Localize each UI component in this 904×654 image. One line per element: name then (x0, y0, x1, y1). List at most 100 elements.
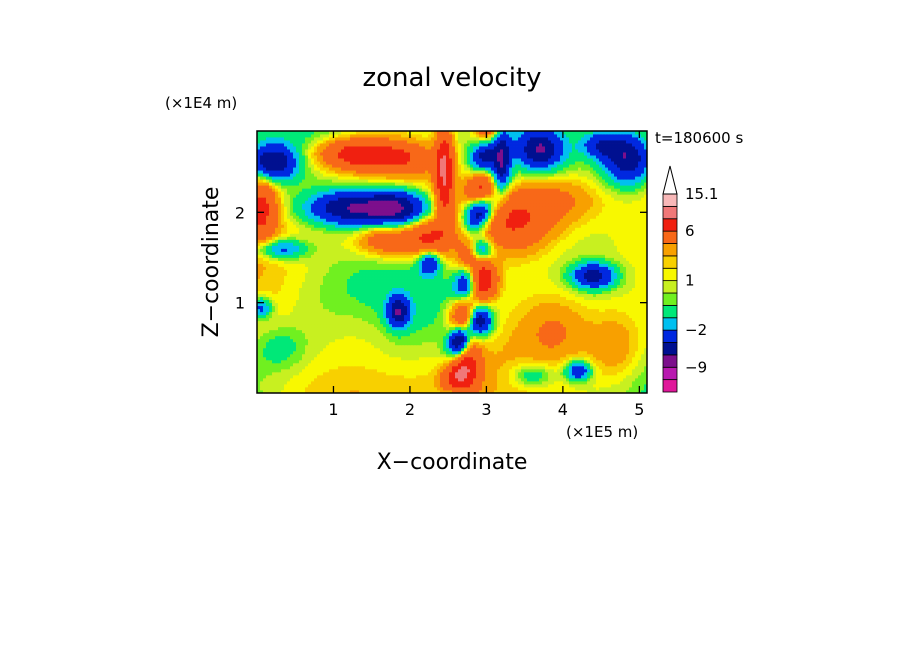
heat-cell (419, 284, 423, 288)
heat-cell (320, 317, 324, 322)
heat-cell (416, 329, 420, 334)
heat-cell (575, 362, 579, 367)
heat-cell (377, 347, 381, 352)
heat-cell (332, 314, 336, 319)
heat-cell (518, 323, 522, 328)
heat-cell (608, 281, 612, 285)
heat-cell (437, 365, 441, 370)
heat-cell (638, 374, 642, 379)
heat-cell (500, 299, 504, 304)
heat-cell (632, 332, 636, 337)
heat-cell (563, 296, 567, 301)
heat-cell (359, 353, 363, 358)
heat-cell (581, 290, 585, 295)
heat-cell (464, 350, 468, 355)
heat-cell (590, 386, 594, 391)
heat-cell (494, 293, 498, 298)
heat-cell (629, 308, 633, 313)
heat-cell (506, 377, 510, 382)
heat-cell (446, 338, 450, 343)
heat-cell (485, 287, 489, 292)
heat-cell (563, 371, 567, 376)
heat-cell (515, 284, 519, 288)
heat-cell (257, 299, 261, 304)
heat-cell (482, 287, 486, 292)
heat-cell (281, 311, 285, 316)
heat-cell (446, 344, 450, 349)
heat-cell (404, 359, 408, 364)
heat-cell (482, 296, 486, 301)
heat-cell (527, 338, 531, 343)
heat-cell (299, 347, 303, 352)
heat-cell (263, 293, 267, 298)
heat-cell (635, 332, 639, 337)
heat-cell (479, 305, 483, 310)
heat-cell (518, 335, 522, 340)
heat-cell (572, 344, 576, 349)
heat-cell (302, 323, 306, 328)
heat-cell (545, 371, 549, 376)
heat-cell (326, 311, 330, 316)
heat-cell (296, 347, 300, 352)
heat-cell (260, 311, 264, 316)
heat-cell (512, 371, 516, 376)
heat-cell (452, 326, 456, 331)
heat-cell (302, 329, 306, 334)
heat-cell (539, 380, 543, 385)
heat-cell (500, 389, 504, 394)
heat-cell (350, 299, 354, 304)
heat-cell (575, 302, 579, 307)
heat-cell (419, 389, 423, 394)
heat-cell (425, 341, 429, 346)
heat-cell (524, 326, 528, 331)
heat-cell (398, 296, 402, 301)
heat-cell (308, 368, 312, 373)
heat-cell (392, 332, 396, 337)
heat-cell (515, 290, 519, 295)
heat-cell (293, 356, 297, 361)
heat-cell (281, 284, 285, 288)
heat-cell (428, 374, 432, 379)
heat-cell (260, 332, 264, 337)
heat-cell (566, 347, 570, 352)
heat-cell (551, 347, 555, 352)
heat-cell (305, 317, 309, 322)
heat-cell (290, 275, 294, 279)
heat-cell (521, 368, 525, 373)
heat-cell (263, 281, 267, 285)
heat-cell (407, 389, 411, 394)
heat-cell (635, 278, 639, 282)
heat-cell (503, 314, 507, 319)
heat-cell (389, 347, 393, 352)
heat-cell (413, 299, 417, 304)
heat-cell (413, 383, 417, 388)
heat-cell (599, 281, 603, 285)
heat-cell (269, 329, 273, 334)
heat-cell (380, 389, 384, 394)
heat-cell (455, 350, 459, 355)
heat-cell (386, 341, 390, 346)
heat-cell (467, 302, 471, 307)
heat-cell (347, 353, 351, 358)
heat-cell (401, 383, 405, 388)
heat-cell (464, 314, 468, 319)
heat-cell (401, 350, 405, 355)
heat-cell (614, 299, 618, 304)
heat-cell (326, 278, 330, 282)
heat-cell (446, 323, 450, 328)
heat-cell (383, 374, 387, 379)
heat-cell (314, 314, 318, 319)
heat-cell (518, 332, 522, 337)
heat-cell (458, 344, 462, 349)
heat-cell (629, 284, 633, 288)
heat-cell (257, 383, 261, 388)
heat-cell (587, 356, 591, 361)
heat-cell (347, 323, 351, 328)
heat-cell (575, 290, 579, 295)
heat-cell (263, 329, 267, 334)
heat-cell (278, 323, 282, 328)
heat-cell (611, 308, 615, 313)
heat-cell (443, 380, 447, 385)
heat-cell (467, 317, 471, 322)
heat-cell (419, 320, 423, 325)
